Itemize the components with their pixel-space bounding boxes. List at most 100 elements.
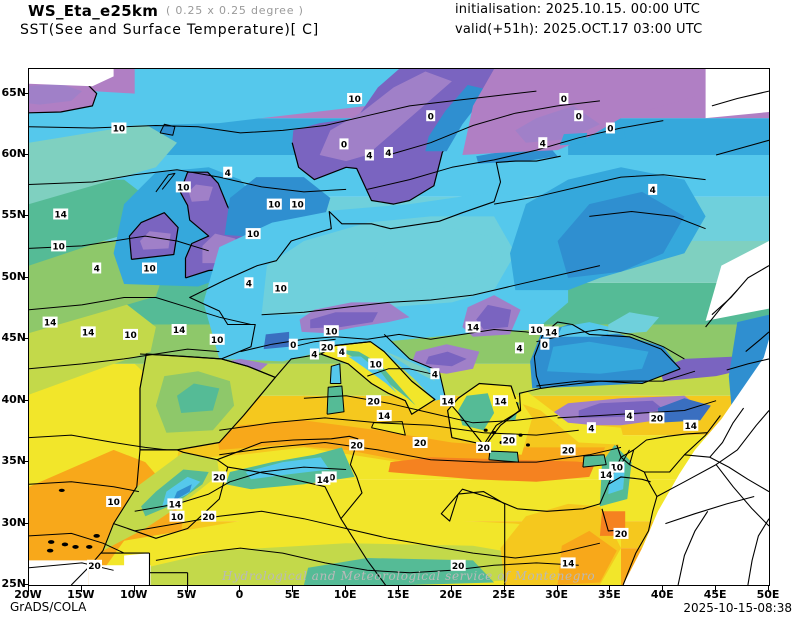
contour-label-bg [349, 439, 365, 451]
country-border-13 [726, 358, 769, 371]
software-credit-label: GrADS/COLA [10, 600, 87, 614]
morocco-atlantic-coast [70, 449, 141, 585]
contour-label-bg [426, 110, 436, 122]
north-africa-coast [440, 456, 622, 522]
contour-label-bg [123, 328, 138, 340]
contour-label-bg [586, 422, 596, 434]
country-border-11 [747, 518, 769, 585]
adriatic-sea [369, 334, 446, 401]
canary-island-5 [46, 548, 54, 553]
contour-label-bg [106, 496, 122, 507]
contour-label-bg [493, 395, 508, 407]
contour-label: 10 [348, 95, 361, 105]
contour-label-bg [323, 325, 339, 337]
contour-5 [29, 434, 167, 451]
sicily-coast [371, 421, 406, 436]
contour-label: 20 [321, 343, 334, 353]
contour-label-bg [450, 559, 466, 571]
country-border-5 [684, 454, 769, 493]
lon-tick-mark [133, 586, 135, 592]
lon-tick-label: 5E [284, 588, 300, 601]
contour-12 [219, 417, 579, 436]
contour-label: 10 [113, 125, 126, 135]
contour-label-bg [315, 473, 331, 485]
contour-label: 4 [225, 169, 231, 179]
contour-16 [155, 547, 579, 574]
greece-coast [447, 382, 521, 446]
iceland-coastline [29, 75, 98, 114]
contour-label: 20 [477, 444, 490, 454]
contour-label-bg [366, 395, 382, 407]
massif-central [263, 331, 290, 350]
madeira-island [58, 488, 65, 492]
sst-map-plot[interactable]: 10 10 4 10 4 4 0 10 10 14 10 4 10 10 4 10 14 14 10 14 10 0 4 4 1… [28, 68, 770, 586]
country-border-4 [628, 432, 708, 465]
contour-label: 20 [452, 562, 465, 572]
contour-label: 4 [516, 345, 522, 355]
contour-label: 4 [366, 152, 372, 162]
country-border-6 [709, 407, 745, 458]
contour-label: 10 [268, 201, 281, 211]
contour-13 [303, 395, 558, 424]
contour-label: 0 [290, 341, 296, 351]
sicily [371, 421, 406, 436]
contour-label-bg [376, 410, 392, 421]
contour-label: 4 [385, 149, 391, 159]
contour-label: 20 [503, 437, 516, 447]
lat-tick-mark [23, 522, 29, 524]
lon-tick-label: 30E [545, 588, 568, 601]
contour-label: 10 [247, 230, 260, 240]
contour-label-bg [87, 559, 102, 571]
contour-24 [293, 338, 336, 348]
black-sea-inner [547, 341, 649, 374]
lat-tick-mark [23, 276, 29, 278]
contour-label-bg [501, 434, 517, 446]
lon-tick-mark [292, 586, 294, 592]
contour-label-bg [347, 93, 363, 104]
balkan-coast [383, 334, 541, 446]
lat-tick-mark [23, 92, 29, 94]
contour-label-bg [244, 277, 254, 289]
contour-label-bg [538, 137, 548, 149]
contour-label-bg [364, 149, 374, 161]
country-border-12 [677, 511, 709, 585]
contour-label: 4 [432, 370, 438, 380]
lon-tick-label: 20W [14, 588, 42, 601]
lat-tick-mark [23, 584, 29, 585]
lon-tick-mark [503, 586, 505, 592]
contour-2 [29, 235, 209, 252]
lon-tick-mark [450, 586, 452, 592]
crete-coast [488, 450, 519, 463]
contour-label: 10 [530, 326, 543, 336]
no-data-region-se [623, 339, 769, 585]
contour-4 [29, 348, 220, 370]
contour-label-bg [440, 395, 456, 407]
contour-label: 4 [94, 265, 100, 275]
lon-tick-mark [345, 586, 347, 592]
contour-label-bg [465, 321, 481, 333]
contour-label: 10 [211, 336, 224, 346]
contour-label-bg [648, 183, 658, 195]
contour-label: 14 [441, 397, 454, 407]
lon-tick-mark [28, 586, 29, 592]
contour-label: 14 [173, 326, 186, 336]
europe-north-coast [189, 155, 561, 360]
contour-label-bg [309, 348, 319, 360]
lon-tick-mark [398, 586, 399, 592]
contour-3 [29, 297, 252, 325]
lat-tick-mark [23, 399, 29, 401]
canary-island-3 [86, 545, 93, 549]
contour-label-bg [167, 498, 183, 510]
lat-tick-label: 60N [1, 147, 26, 160]
caucasus-cold [659, 356, 748, 382]
contour-11 [219, 442, 622, 463]
contour-label-bg [266, 198, 282, 210]
country-border-1 [656, 410, 769, 497]
canary-island-0 [72, 545, 79, 549]
gulf-of-bothnia [425, 85, 489, 152]
contour-label: 14 [562, 560, 575, 570]
cyprus [582, 454, 607, 468]
contour-label: 20 [651, 415, 664, 425]
contour-label: 10 [611, 464, 624, 474]
contour-19 [557, 400, 717, 419]
